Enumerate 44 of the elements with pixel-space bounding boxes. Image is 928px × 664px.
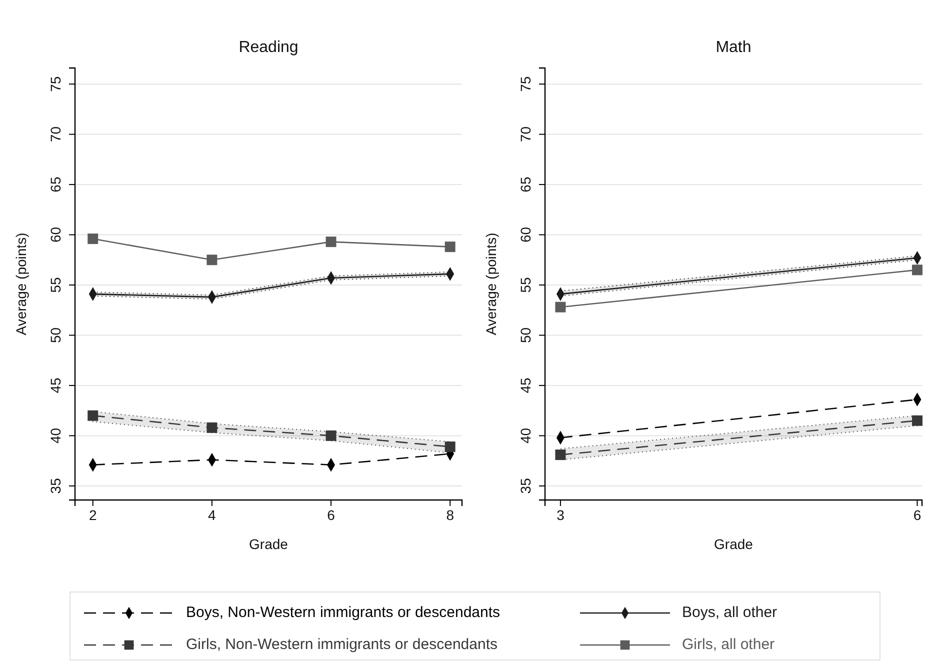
- point: [88, 234, 98, 244]
- x-axis-title: Grade: [249, 536, 288, 552]
- text: Boys, Non-Western immigrants or descendants: [186, 604, 500, 621]
- y-tick-label: 50: [518, 327, 534, 344]
- x-tick-label: 2: [88, 506, 97, 523]
- y-axis-title: Average (points): [483, 232, 499, 336]
- y-tick-label: 40: [518, 428, 534, 444]
- y-tick-label: 65: [48, 176, 64, 192]
- y-tick-label: 60: [48, 226, 64, 243]
- y-tick-label: 75: [518, 76, 534, 92]
- y-tick-label: 35: [518, 478, 534, 494]
- x-axis-title: Grade: [714, 536, 754, 552]
- text: Girls, all other: [682, 636, 775, 653]
- y-axis-title: Average (points): [13, 232, 29, 336]
- point: [912, 415, 922, 426]
- y-tick-label: 45: [518, 377, 534, 394]
- y-tick-label: 55: [48, 277, 64, 293]
- point: [555, 302, 566, 312]
- point: [555, 450, 566, 460]
- chart-title: Reading: [238, 39, 298, 56]
- chart-title: Math: [716, 39, 752, 56]
- y-tick-label: 55: [518, 277, 534, 293]
- y-tick-label: 60: [518, 226, 534, 243]
- x-tick-label: 8: [446, 506, 454, 523]
- point: [912, 264, 922, 276]
- x-tick-label: 4: [208, 506, 216, 523]
- point: [326, 236, 336, 248]
- x-tick-label: 6: [327, 506, 336, 523]
- point: [88, 410, 98, 421]
- text: Boys, all other: [682, 604, 778, 621]
- x-tick-label: 6: [913, 506, 922, 523]
- point: [206, 254, 218, 266]
- text: Girls, Non-Western immigrants or descendants: [186, 636, 498, 653]
- x-tick-label: 3: [556, 506, 565, 523]
- y-tick-label: 35: [48, 478, 64, 494]
- y-tick-label: 40: [48, 428, 64, 444]
- point: [444, 442, 456, 452]
- point: [444, 242, 456, 252]
- y-tick-label: 65: [518, 176, 534, 192]
- y-tick-label: 70: [48, 126, 64, 142]
- y-tick-label: 70: [518, 126, 534, 142]
- y-tick-label: 50: [48, 327, 64, 344]
- y-tick-label: 45: [48, 377, 64, 394]
- y-tick-label: 75: [48, 76, 64, 92]
